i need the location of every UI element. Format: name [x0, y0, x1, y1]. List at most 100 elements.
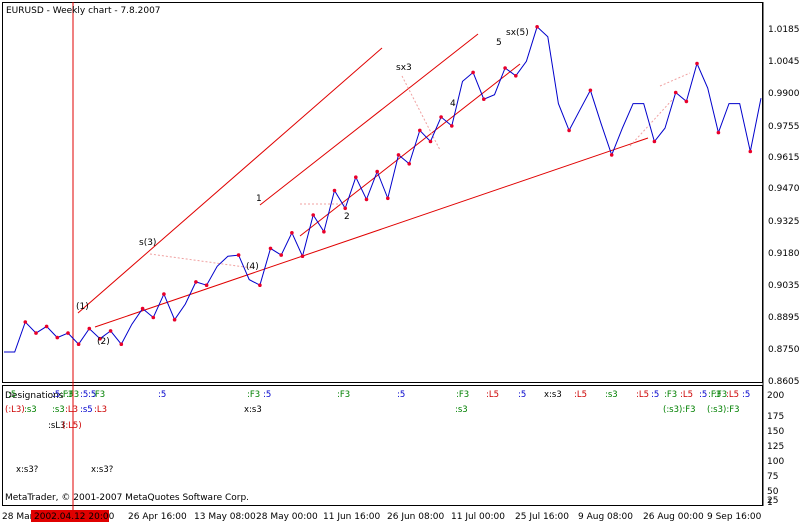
designation: :L5: [680, 390, 693, 400]
price-tick: 0.9325: [768, 217, 799, 227]
extremum-marker: [66, 331, 70, 335]
extremum-marker: [588, 88, 593, 93]
designation: x:s3: [244, 405, 262, 415]
extremum-marker: [450, 124, 454, 128]
connection-dashes: [149, 72, 691, 269]
indicator-tick: 25: [767, 496, 778, 506]
designation: (:L3): [5, 405, 25, 415]
designation: :5: [52, 390, 60, 400]
wave-label: sx3: [396, 63, 412, 73]
designation: :L5: [726, 390, 739, 400]
designation: :F3: [714, 390, 727, 400]
extremum-marker: [354, 175, 358, 179]
extremum-marker: [471, 70, 475, 75]
extremum-marker: [652, 139, 657, 144]
designation-row-3: :sL3 (:L5): [48, 421, 82, 431]
extremum-marker: [151, 315, 156, 320]
designation: :F3: [456, 390, 469, 400]
designation: :5: [158, 390, 166, 400]
price-tick: 0.8750: [768, 345, 799, 355]
wave-label: (1): [76, 302, 89, 312]
extremum-marker: [300, 254, 305, 258]
channel-b-lower: [299, 63, 521, 237]
designation: :L5: [636, 390, 649, 400]
designation: :L5: [574, 390, 587, 400]
designation: :5: [80, 390, 88, 400]
time-tick: 28 Mar: [2, 512, 34, 522]
wave-label: s(3): [139, 238, 156, 248]
designation: x:s3: [544, 390, 562, 400]
extremum-marker: [204, 283, 209, 288]
extremum-marker: [375, 169, 380, 174]
price-tick: 0.9470: [768, 184, 799, 194]
designation: :s5: [80, 405, 93, 415]
designation: :5: [88, 390, 96, 400]
crosshair-date-box: [31, 510, 109, 522]
extremum-marker: [108, 329, 113, 333]
wave-label: 1: [256, 194, 262, 204]
designation-row-1: :5 :F3 :F3 :5 :5 :F3 :5 :F3 :5 :F3 :5 :F…: [8, 390, 750, 400]
designation: :sL3: [48, 421, 65, 431]
designation: (:s3):F3: [663, 405, 696, 415]
wave-label: 4: [450, 99, 456, 109]
price-tick: 1.0045: [768, 57, 799, 67]
extremum-marker: [34, 331, 38, 335]
time-tick: 26 Jun 08:00: [387, 512, 444, 522]
designation: :5: [699, 390, 707, 400]
designation: :5: [651, 390, 659, 400]
price-tick: 0.8895: [768, 313, 799, 323]
extremum-marker: [396, 153, 401, 157]
price-line: [4, 25, 762, 353]
extremum-marker: [535, 25, 539, 29]
indicator-panel-frame: [2, 385, 763, 506]
price-axis: 1.0185 1.0045 0.9900 0.9755 0.9615 0.947…: [768, 25, 799, 387]
wave-label: (4): [246, 262, 259, 272]
crosshair-date-label: 2002.04.12 20:00: [34, 512, 115, 522]
extremum-marker: [279, 253, 284, 257]
wave-label: 2: [344, 212, 350, 222]
price-tick: 0.9755: [768, 122, 799, 132]
extremum-marker: [343, 206, 348, 211]
price-tick: 0.9180: [768, 249, 799, 259]
price-tick: 0.9035: [768, 281, 799, 291]
time-tick: 9 Sep 16:00: [707, 512, 762, 522]
connection-dash: [659, 72, 691, 87]
indicator-tick: 125: [767, 442, 784, 452]
indicator-label: Designations: [5, 391, 64, 401]
chart-title: EURUSD - Weekly chart - 7.8.2007: [6, 6, 161, 16]
time-axis: 28 Mar 26 Apr 16:00 13 May 08:00 28 May …: [2, 512, 762, 522]
extremum-marker: [567, 128, 571, 133]
price-panel-frame: [2, 2, 763, 383]
copyright-text: MetaTrader, © 2001-2007 MetaQuotes Softw…: [5, 493, 249, 503]
extremum-marker: [76, 342, 81, 347]
channel-b-upper: [259, 33, 479, 206]
designation: :s3: [605, 390, 618, 400]
indicator-tick: 200: [767, 391, 784, 401]
extremum-marker: [428, 139, 433, 144]
designation: :L3: [94, 405, 107, 415]
designation-row-4: x:s3? x:s3?: [16, 465, 113, 475]
indicator-tick: 175: [767, 412, 784, 422]
extremum-marker: [44, 324, 49, 329]
extremum-marker: [98, 336, 102, 341]
extremum-marker: [172, 317, 177, 322]
time-tick: 13 May 08:00: [194, 512, 256, 522]
extremum-marker: [386, 196, 390, 201]
price-tick: 0.9615: [768, 153, 799, 163]
designation: (:L5): [62, 421, 82, 431]
designation: :5: [742, 390, 750, 400]
extremum-marker: [268, 246, 273, 251]
designation: :F3: [66, 390, 79, 400]
designation: (:s3):F3: [707, 405, 740, 415]
extremum-marker: [23, 320, 28, 324]
designation: :5: [518, 390, 526, 400]
extremum-marker: [140, 306, 145, 311]
price-tick: 0.9900: [768, 89, 799, 99]
designation: :F3: [664, 390, 677, 400]
extremum-marker: [119, 342, 124, 347]
designation: :5: [8, 390, 16, 400]
time-tick: 11 Jun 16:00: [323, 512, 380, 522]
extremum-marker: [364, 197, 369, 202]
